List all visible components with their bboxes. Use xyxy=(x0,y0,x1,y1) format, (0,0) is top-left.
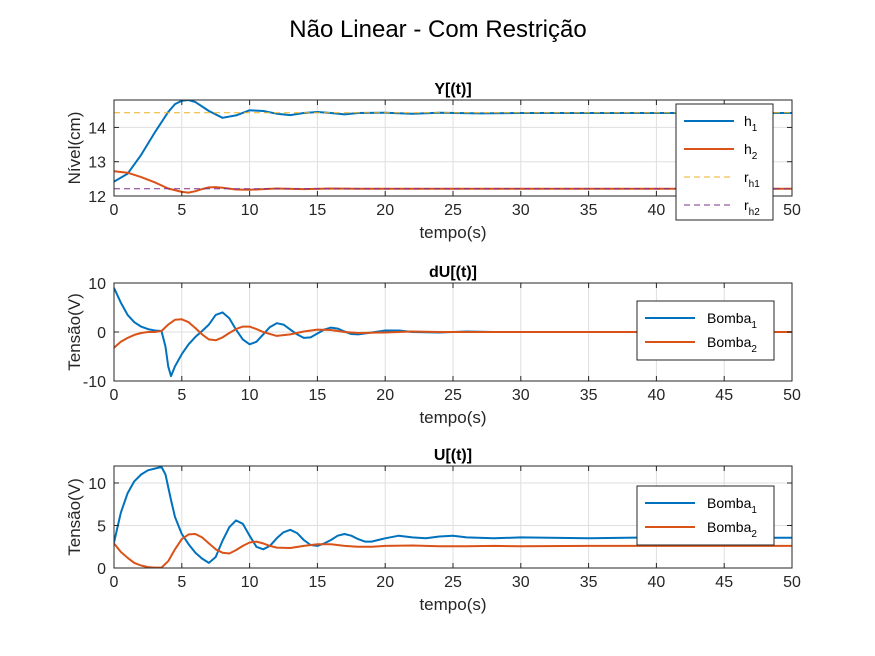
y-tick-label: 10 xyxy=(88,276,106,293)
legend-entry: Bomba2 xyxy=(707,334,757,355)
series-group xyxy=(114,287,792,378)
subplot-1: 0 5 10 15 20 25 30 35 40 50121314Y[(t)]tempo(s)Ní… xyxy=(65,81,801,242)
x-tick-label: 20 xyxy=(376,387,394,404)
x-tick-label: 25 xyxy=(444,387,462,404)
subplot-3: 0 5 10 15 20 25 30 35 40 45 50 0 5 10 U[(t)] tempo(s) Te… xyxy=(65,447,801,614)
y-tick-label: 10 xyxy=(88,476,106,493)
legend: Bomba1 Bomba2 xyxy=(636,485,775,546)
x-tick-label: 30 xyxy=(512,387,530,404)
x-tick-label: 0 xyxy=(110,202,119,219)
y-tick-label: 14 xyxy=(88,120,106,137)
legend-entry-subscript: h2 xyxy=(749,207,761,218)
legend-entry-subscript: h1 xyxy=(749,179,761,190)
subplot-title: dU[(t)] xyxy=(429,264,477,281)
x-tick-label: 35 xyxy=(580,387,598,404)
x-tick-label: 10 xyxy=(241,387,259,404)
legend: Bomba1 Bomba2 xyxy=(636,300,775,361)
subplot-2: 0 5 10 15 20 25 30 35 40 45 50-10010dU[(t)]tempo(s… xyxy=(65,264,801,427)
series-line-bomba-2 xyxy=(114,318,792,349)
x-tick-label: 0 xyxy=(110,387,119,404)
x-tick-label: 40 xyxy=(648,574,666,591)
subplot-title: Y[(t)] xyxy=(434,81,471,98)
legend-box xyxy=(636,485,775,546)
x-tick-label: 40 xyxy=(648,202,666,219)
x-tick-label: 20 xyxy=(376,202,394,219)
x-tick-label: 15 xyxy=(309,387,327,404)
x-tick-label: 45 xyxy=(715,574,733,591)
series-line-bomba-1 xyxy=(114,466,792,564)
legend-entry-subscript: 1 xyxy=(751,505,757,516)
x-tick-label: 10 xyxy=(241,202,259,219)
x-tick-label: 10 xyxy=(241,574,259,591)
legend-entry: Bomba2 xyxy=(707,519,757,540)
x-tick-label: 25 xyxy=(444,574,462,591)
x-tick-label: 30 xyxy=(512,574,530,591)
x-tick-label: 45 xyxy=(715,387,733,404)
x-tick-label: 50 xyxy=(783,202,801,219)
legend-entry: Bomba1 xyxy=(707,495,757,516)
x-tick-label: 5 xyxy=(177,387,186,404)
x-tick-label: 30 xyxy=(512,202,530,219)
y-tick-label: 0 xyxy=(97,325,106,342)
x-tick-label: 25 xyxy=(444,202,462,219)
subplot-title: U[(t)] xyxy=(434,447,472,464)
x-tick-label: 0 xyxy=(110,574,119,591)
y-axis-label: Nível(cm) xyxy=(65,112,84,185)
y-tick-label: -10 xyxy=(83,374,106,391)
figure-title: Não Linear - Com Restrição xyxy=(289,16,586,43)
x-tick-label: 5 xyxy=(177,574,186,591)
x-axis-label: tempo(s) xyxy=(419,595,486,614)
x-tick-label: 35 xyxy=(580,202,598,219)
x-tick-label: 50 xyxy=(783,574,801,591)
x-tick-label: 5 xyxy=(177,202,186,219)
y-tick-label: 5 xyxy=(97,519,106,536)
x-tick-label: 15 xyxy=(309,574,327,591)
legend-entry-subscript: 2 xyxy=(752,151,758,162)
legend-entry: Bomba1 xyxy=(707,310,757,331)
x-axis-label: tempo(s) xyxy=(419,408,486,427)
x-tick-label: 50 xyxy=(783,387,801,404)
y-tick-label: 0 xyxy=(97,561,106,578)
x-tick-label: 40 xyxy=(648,387,666,404)
x-tick-label: 20 xyxy=(376,574,394,591)
legend-entry-subscript: 1 xyxy=(751,320,757,331)
legend-entry-subscript: 2 xyxy=(751,344,757,355)
x-tick-label: 35 xyxy=(580,574,598,591)
x-axis-label: tempo(s) xyxy=(419,223,486,242)
series-line-h-1 xyxy=(114,100,792,183)
y-axis-label: Tensão(V) xyxy=(65,478,84,555)
y-tick-label: 12 xyxy=(88,189,106,206)
legend-box xyxy=(636,300,775,361)
legend-entry-subscript: 1 xyxy=(752,123,758,134)
y-tick-label: 13 xyxy=(88,155,106,172)
y-axis-label: Tensão(V) xyxy=(65,293,84,370)
legend-entry-subscript: 2 xyxy=(751,529,757,540)
axes-container: 0 5 10 15 20 25 30 35 40 50121314Y[(t)]tempo(s)Ní… xyxy=(65,81,801,614)
x-tick-label: 15 xyxy=(309,202,327,219)
legend-box xyxy=(675,103,774,221)
